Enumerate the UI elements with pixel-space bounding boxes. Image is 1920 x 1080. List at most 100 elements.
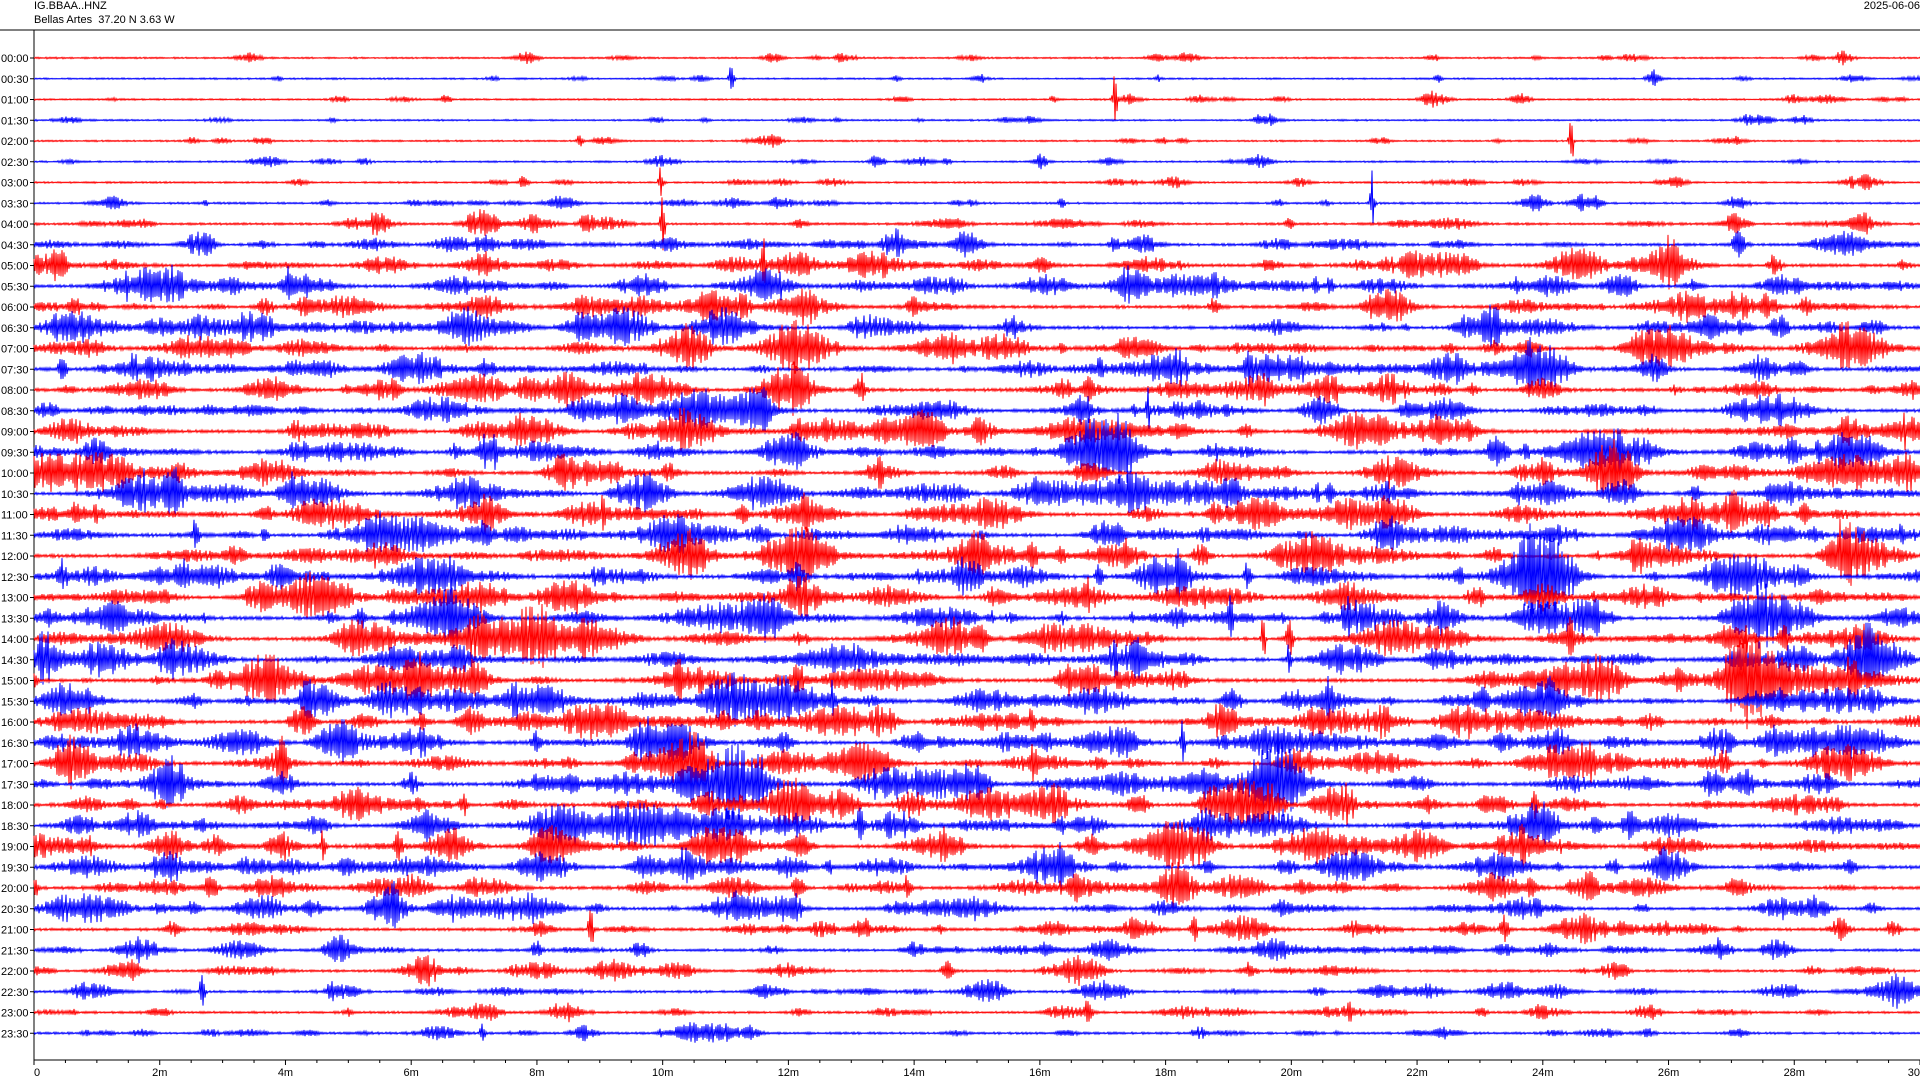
x-tick-label-8: 16m xyxy=(1029,1067,1050,1079)
trace-row-0800 xyxy=(33,361,1920,416)
trace-row-1330 xyxy=(33,583,1920,649)
trace-row-1700 xyxy=(33,731,1920,793)
row-label-0030: 00:30 xyxy=(1,74,29,86)
row-label-2100: 21:00 xyxy=(1,925,29,937)
trace-row-0200 xyxy=(33,123,1920,157)
row-label-0700: 07:00 xyxy=(1,344,29,356)
row-label-1100: 11:00 xyxy=(1,510,28,522)
station-id: IG.BBAA..HNZ xyxy=(34,0,107,12)
trace-row-0700 xyxy=(33,319,1920,374)
x-tick-label-12: 24m xyxy=(1532,1067,1553,1079)
row-label-group: 00:00 00:30 01:00 01:30 02:00 02:30 03:00 03:30… xyxy=(1,53,34,1040)
x-tick-label-15: 30 xyxy=(1908,1067,1920,1079)
row-label-1230: 12:30 xyxy=(1,572,29,584)
trace-row-1830 xyxy=(33,801,1920,849)
trace-row-0300 xyxy=(33,167,1920,196)
trace-row-1530 xyxy=(33,672,1920,727)
x-tick-label-10: 20m xyxy=(1281,1067,1302,1079)
trace-row-0130 xyxy=(33,113,1920,126)
trace-row-1730 xyxy=(33,737,1920,825)
trace-row-2330 xyxy=(33,1022,1920,1043)
trace-row-2230 xyxy=(33,973,1920,1009)
x-tick-label-11: 22m xyxy=(1406,1067,1427,1079)
x-tick-label-1: 2m xyxy=(152,1067,167,1079)
row-label-2000: 20:00 xyxy=(1,883,29,895)
row-label-1830: 18:30 xyxy=(1,821,29,833)
trace-row-2200 xyxy=(33,954,1920,987)
trace-row-0730 xyxy=(33,336,1920,398)
trace-row-1500 xyxy=(33,630,1920,730)
x-tick-label-13: 26m xyxy=(1658,1067,1679,1079)
trace-row-0330 xyxy=(33,170,1920,224)
row-label-1630: 16:30 xyxy=(1,738,29,750)
trace-row-2300 xyxy=(33,1000,1920,1023)
row-label-1500: 15:00 xyxy=(1,676,29,688)
row-label-0930: 09:30 xyxy=(1,447,29,459)
row-label-0230: 02:30 xyxy=(1,157,29,169)
row-label-0430: 04:30 xyxy=(1,240,29,252)
row-label-2330: 23:30 xyxy=(1,1028,29,1040)
row-label-1400: 14:00 xyxy=(1,634,29,646)
row-label-1530: 15:30 xyxy=(1,696,29,708)
trace-row-2000 xyxy=(33,861,1920,911)
x-tick-label-0: 0 xyxy=(34,1067,40,1079)
trace-row-1300 xyxy=(33,571,1920,619)
trace-row-0230 xyxy=(33,153,1920,170)
row-label-0300: 03:00 xyxy=(1,178,29,190)
x-tick-label-5: 10m xyxy=(652,1067,673,1079)
trace-row-0930 xyxy=(33,413,1920,484)
row-label-0530: 05:30 xyxy=(1,281,29,293)
row-label-0130: 01:30 xyxy=(1,115,29,127)
x-tick-label-9: 18m xyxy=(1155,1067,1176,1079)
row-label-0000: 00:00 xyxy=(1,53,29,65)
trace-group xyxy=(33,50,1920,1043)
row-label-0830: 08:30 xyxy=(1,406,29,418)
trace-row-0500 xyxy=(33,234,1920,290)
trace-row-1030 xyxy=(33,467,1920,516)
row-label-0900: 09:00 xyxy=(1,427,29,439)
row-label-0600: 06:00 xyxy=(1,302,29,314)
row-label-0100: 01:00 xyxy=(1,95,29,107)
row-label-1300: 13:00 xyxy=(1,593,29,605)
trace-row-1200 xyxy=(33,518,1920,586)
x-tick-label-14: 28m xyxy=(1784,1067,1805,1079)
row-label-1700: 17:00 xyxy=(1,759,29,771)
row-label-1130: 11:30 xyxy=(1,530,28,542)
x-axis: 0 2m 4m 6m 8m 10m 12m 14m 16m 18m 20m 22m 24m 26m 28m 3… xyxy=(33,1060,1920,1079)
row-label-2030: 20:30 xyxy=(1,904,29,916)
row-label-2300: 23:00 xyxy=(1,1008,29,1020)
trace-row-1800 xyxy=(33,777,1920,831)
row-label-1430: 14:30 xyxy=(1,655,29,667)
trace-row-1900 xyxy=(33,820,1920,871)
trace-row-0000 xyxy=(33,50,1920,66)
row-label-1600: 16:00 xyxy=(1,717,29,729)
x-tick-label-4: 8m xyxy=(529,1067,544,1079)
row-label-2130: 21:30 xyxy=(1,945,29,957)
trace-row-1430 xyxy=(33,622,1920,689)
row-label-1930: 19:30 xyxy=(1,862,29,874)
trace-row-0830 xyxy=(33,387,1920,435)
row-label-0500: 05:00 xyxy=(1,261,29,273)
x-tick-label-7: 14m xyxy=(903,1067,924,1079)
row-label-2230: 22:30 xyxy=(1,987,29,999)
trace-row-0630 xyxy=(33,304,1920,351)
x-tick-label-3: 6m xyxy=(404,1067,419,1079)
row-label-0200: 02:00 xyxy=(1,136,29,148)
row-label-0800: 08:00 xyxy=(1,385,29,397)
x-tick-label-6: 12m xyxy=(778,1067,799,1079)
row-label-2200: 22:00 xyxy=(1,966,29,978)
row-label-1730: 17:30 xyxy=(1,779,29,791)
trace-row-0600 xyxy=(33,288,1920,326)
row-label-1330: 13:30 xyxy=(1,613,29,625)
trace-row-1230 xyxy=(33,523,1920,627)
trace-row-2100 xyxy=(33,910,1920,945)
trace-row-2030 xyxy=(33,880,1920,929)
trace-row-0100 xyxy=(33,76,1920,122)
date-label: 2025-06-06 xyxy=(1863,0,1920,12)
trace-row-1630 xyxy=(33,716,1920,764)
trace-row-0030 xyxy=(33,67,1920,89)
row-label-0400: 04:00 xyxy=(1,219,29,231)
row-label-0330: 03:30 xyxy=(1,198,29,210)
trace-row-0900 xyxy=(33,407,1920,451)
trace-row-2130 xyxy=(33,934,1920,964)
